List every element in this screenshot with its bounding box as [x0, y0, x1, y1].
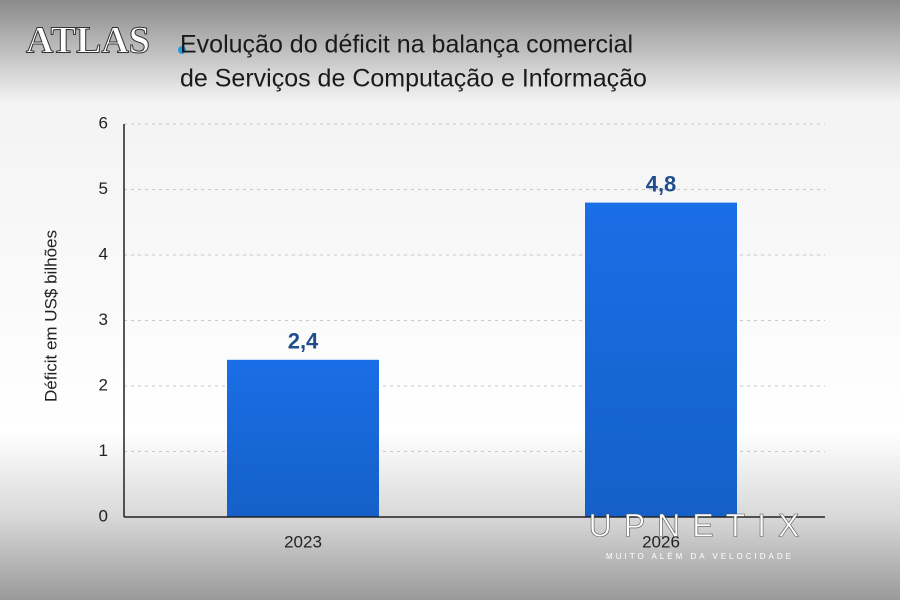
y-tick-label: 6	[99, 113, 108, 132]
y-tick-label: 4	[99, 244, 108, 263]
x-tick-label: 2026	[642, 532, 680, 551]
y-tick-label: 3	[99, 310, 108, 329]
bar	[585, 202, 737, 517]
bar	[227, 359, 379, 517]
watermark-tagline: MUITO ALÉM DA VELOCIDADE	[606, 552, 794, 561]
y-tick-label: 5	[99, 179, 108, 198]
y-tick-label: 1	[99, 441, 108, 460]
data-label: 2,4	[288, 329, 319, 354]
chart-title: Evolução do déficit na balança comercial	[180, 31, 633, 59]
x-tick-label: 2023	[284, 532, 322, 551]
logo-dot	[178, 46, 186, 54]
data-label: 4,8	[646, 171, 677, 196]
logo: ATLAS	[26, 20, 150, 62]
y-tick-label: 2	[99, 375, 108, 394]
y-axis-label: Déficit em US$ bilhões	[41, 230, 60, 402]
watermark: UPNETIX	[589, 507, 812, 543]
y-tick-label: 0	[99, 506, 108, 525]
chart-title: de Serviços de Computação e Informação	[180, 65, 647, 93]
